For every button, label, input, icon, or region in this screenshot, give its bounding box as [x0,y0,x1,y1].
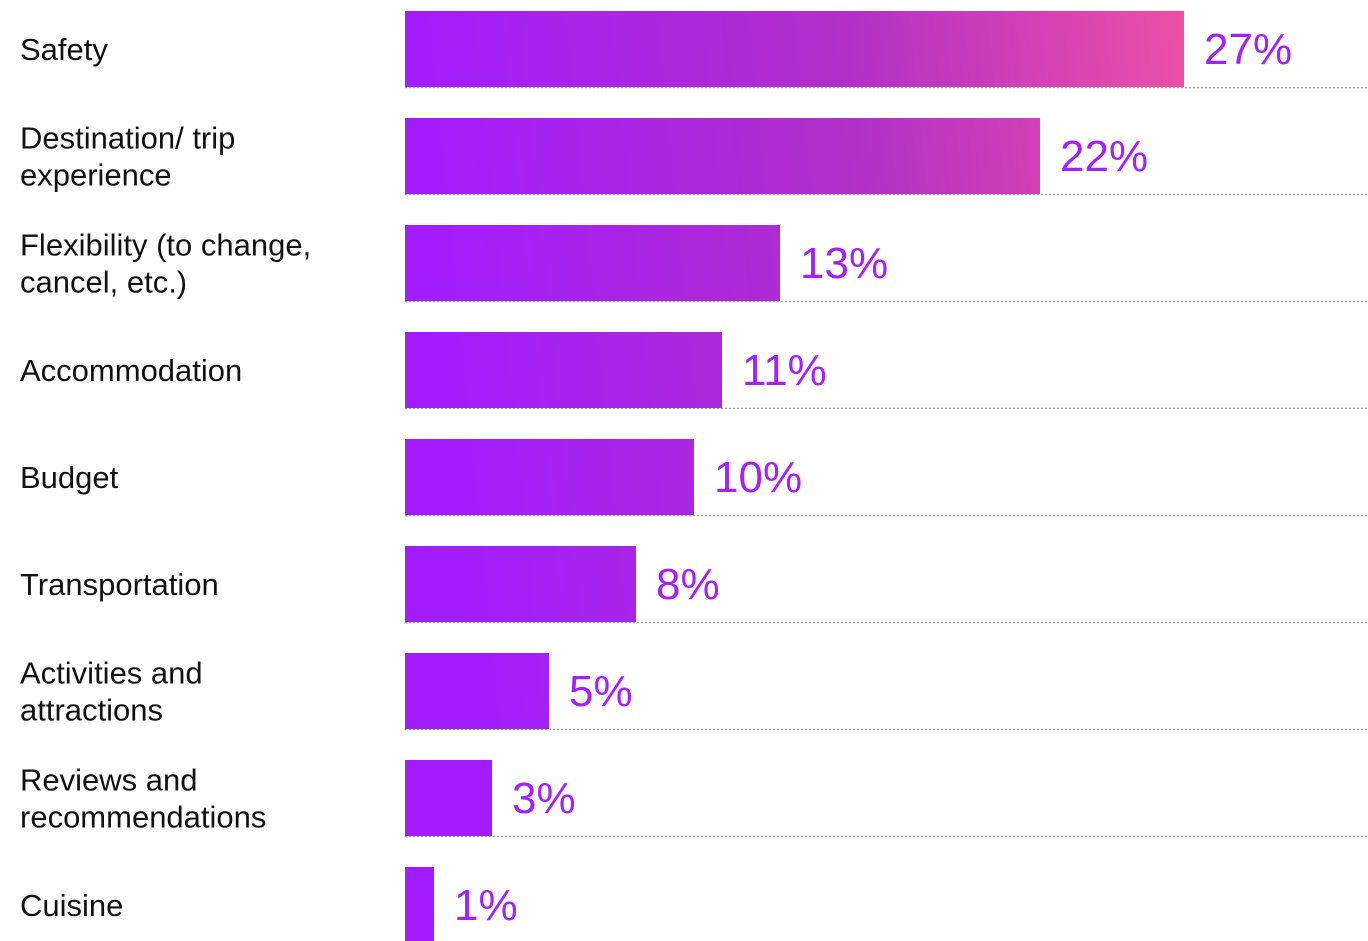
bar [405,760,492,836]
category-label-line: attractions [20,693,163,728]
bar [405,11,1184,87]
bar-value-label: 10% [714,453,802,502]
bar-value-label: 8% [656,560,720,609]
category-label: Cuisine [20,888,123,923]
bar [405,653,549,729]
category-label-line: Flexibility (to change, [20,228,311,263]
bar [405,118,1040,194]
category-label-line: Activities and [20,656,203,691]
category-label-line: Destination/ trip [20,121,235,156]
category-label: Reviews and recommendations [20,763,266,835]
category-label-line: Transportation [20,567,219,602]
bar-value-label: 1% [454,881,518,930]
category-label-line: recommendations [20,800,266,835]
bar-value-label: 3% [512,774,576,823]
bar [405,225,780,301]
bar-value-label: 5% [569,667,633,716]
bar [405,546,636,622]
category-label-line: Accommodation [20,353,242,388]
category-label: Accommodation [20,353,242,388]
bar-value-label: 13% [800,239,888,288]
category-label: Destination/ trip experience [20,121,235,193]
bar-value-label: 27% [1204,25,1292,74]
bar [405,439,694,515]
category-label-line: Cuisine [20,888,123,923]
category-label: Safety [20,32,108,67]
bar-value-label: 11% [742,346,827,395]
category-label: Transportation [20,567,219,602]
category-label-line: Budget [20,460,119,495]
category-label-line: Safety [20,32,108,67]
bar-value-label: 22% [1060,132,1148,181]
category-label-line: Reviews and [20,763,197,798]
category-label: Activities and attractions [20,656,203,728]
category-label: Flexibility (to change, cancel, etc.) [20,228,311,300]
category-label: Budget [20,460,119,495]
plot-area: 27% Safety 22% Destination/ trip experience 1… [20,11,1368,941]
bar [405,867,434,941]
category-label-line: experience [20,158,172,193]
category-label-line: cancel, etc.) [20,265,187,300]
bar [405,332,722,408]
